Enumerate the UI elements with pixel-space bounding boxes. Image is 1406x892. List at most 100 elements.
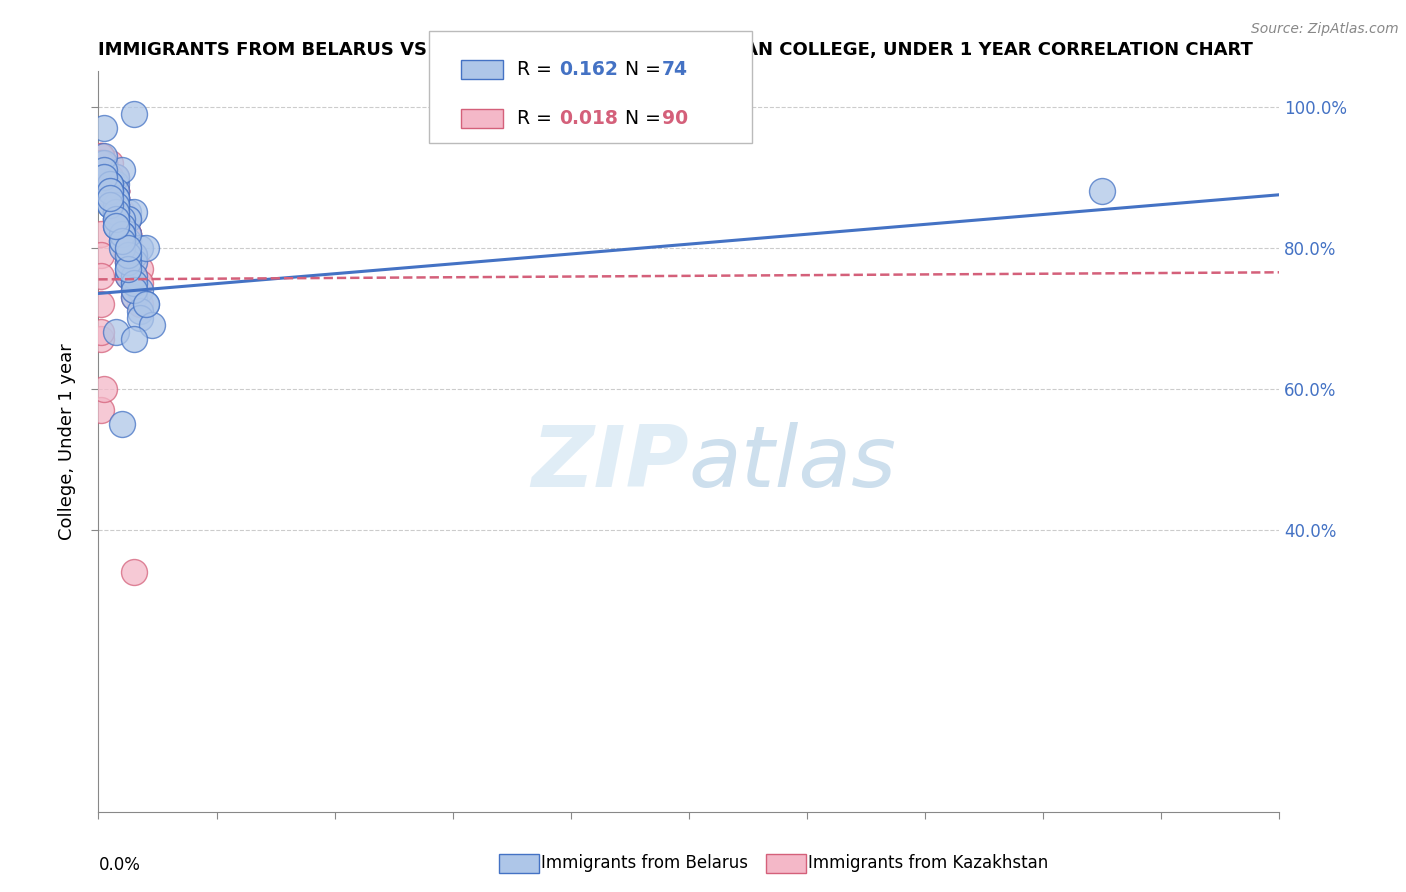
Point bbox=[117, 261, 139, 276]
Point bbox=[93, 170, 115, 185]
Point bbox=[93, 382, 115, 396]
Point bbox=[111, 227, 134, 241]
Text: 0.018: 0.018 bbox=[560, 109, 619, 128]
Point bbox=[98, 177, 121, 191]
Point bbox=[122, 268, 145, 283]
Point bbox=[122, 332, 145, 346]
Point bbox=[128, 311, 150, 326]
Point bbox=[105, 191, 128, 205]
Point bbox=[93, 184, 115, 198]
Point bbox=[105, 325, 128, 339]
Point bbox=[111, 205, 134, 219]
Point bbox=[128, 304, 150, 318]
Point bbox=[141, 318, 163, 333]
Point bbox=[117, 254, 139, 268]
Point bbox=[105, 198, 128, 212]
Point bbox=[105, 198, 128, 212]
Point bbox=[117, 212, 139, 227]
Point bbox=[93, 149, 115, 163]
Point bbox=[1091, 184, 1114, 198]
Point bbox=[90, 332, 112, 346]
Point bbox=[122, 283, 145, 297]
Point bbox=[98, 198, 121, 212]
Point bbox=[93, 163, 115, 178]
Point bbox=[93, 163, 115, 178]
Point bbox=[105, 205, 128, 219]
Point bbox=[98, 177, 121, 191]
Text: N =: N = bbox=[613, 60, 666, 79]
Point bbox=[93, 120, 115, 135]
Text: Source: ZipAtlas.com: Source: ZipAtlas.com bbox=[1251, 22, 1399, 37]
Point bbox=[98, 177, 121, 191]
Point bbox=[105, 184, 128, 198]
Point bbox=[105, 212, 128, 227]
Point bbox=[98, 184, 121, 198]
Point bbox=[105, 184, 128, 198]
Point bbox=[105, 219, 128, 234]
Point bbox=[90, 149, 112, 163]
Point bbox=[117, 227, 139, 241]
Point bbox=[117, 234, 139, 248]
Point bbox=[111, 234, 134, 248]
Point bbox=[117, 227, 139, 241]
Point bbox=[111, 227, 134, 241]
Point bbox=[111, 219, 134, 234]
Point bbox=[105, 205, 128, 219]
Point bbox=[117, 254, 139, 268]
Text: Immigrants from Belarus: Immigrants from Belarus bbox=[541, 855, 748, 872]
Point bbox=[93, 156, 115, 170]
Point bbox=[128, 261, 150, 276]
Point bbox=[111, 219, 134, 234]
Point bbox=[111, 219, 134, 234]
Text: atlas: atlas bbox=[689, 422, 897, 505]
Point bbox=[122, 268, 145, 283]
Point bbox=[128, 241, 150, 255]
Point bbox=[105, 184, 128, 198]
Point bbox=[117, 254, 139, 268]
Point bbox=[111, 234, 134, 248]
Point bbox=[105, 184, 128, 198]
Point bbox=[111, 219, 134, 234]
Point bbox=[105, 212, 128, 227]
Point bbox=[117, 227, 139, 241]
Point bbox=[98, 177, 121, 191]
Point bbox=[105, 191, 128, 205]
Point bbox=[93, 156, 115, 170]
Point bbox=[98, 177, 121, 191]
Point bbox=[93, 156, 115, 170]
Point bbox=[105, 198, 128, 212]
Point bbox=[128, 283, 150, 297]
Point bbox=[93, 163, 115, 178]
Point bbox=[105, 205, 128, 219]
Point bbox=[105, 205, 128, 219]
Point bbox=[135, 297, 157, 311]
Point bbox=[111, 212, 134, 227]
Point bbox=[105, 184, 128, 198]
Point bbox=[98, 191, 121, 205]
Point bbox=[117, 241, 139, 255]
Point bbox=[98, 184, 121, 198]
Point bbox=[105, 177, 128, 191]
Point bbox=[111, 227, 134, 241]
Text: R =: R = bbox=[517, 60, 558, 79]
Point bbox=[117, 248, 139, 262]
Point bbox=[105, 191, 128, 205]
Point bbox=[135, 297, 157, 311]
Point bbox=[90, 156, 112, 170]
Point bbox=[122, 290, 145, 304]
Point bbox=[90, 268, 112, 283]
Point bbox=[105, 212, 128, 227]
Point bbox=[93, 156, 115, 170]
Point bbox=[98, 170, 121, 185]
Point bbox=[105, 205, 128, 219]
Point bbox=[98, 177, 121, 191]
Point bbox=[117, 212, 139, 227]
Point bbox=[105, 170, 128, 185]
Point bbox=[105, 170, 128, 185]
Point bbox=[90, 156, 112, 170]
Point bbox=[90, 149, 112, 163]
Point bbox=[98, 177, 121, 191]
Text: IMMIGRANTS FROM BELARUS VS IMMIGRANTS FROM KAZAKHSTAN COLLEGE, UNDER 1 YEAR CORR: IMMIGRANTS FROM BELARUS VS IMMIGRANTS FR… bbox=[98, 41, 1253, 59]
Point bbox=[122, 290, 145, 304]
Point bbox=[122, 248, 145, 262]
